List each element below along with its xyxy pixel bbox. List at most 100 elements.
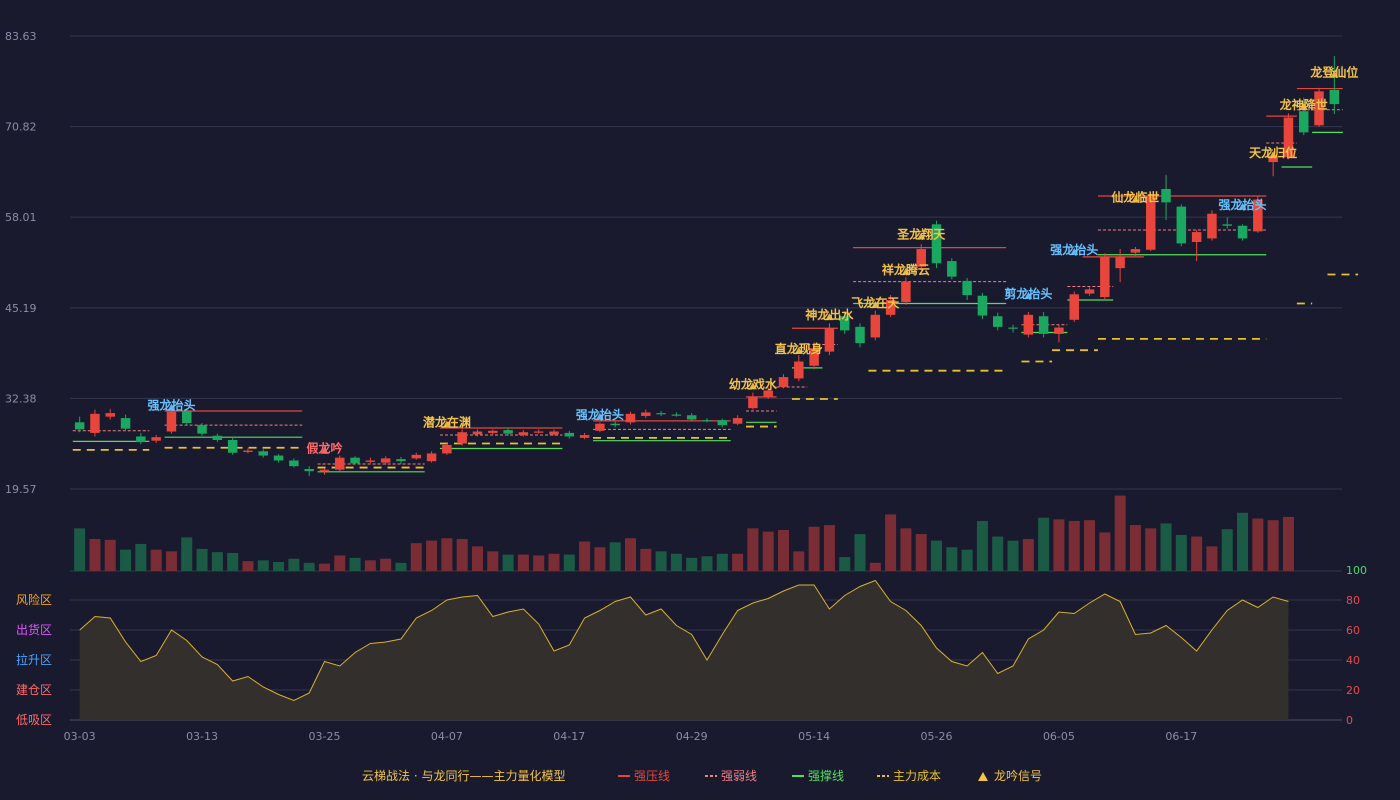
- signal-labels: 强龙抬头假龙吟潜龙在渊强龙抬头幼龙戏水直龙现身神龙出水飞龙在天祥龙腾云圣龙翔天剪…: [147, 65, 1358, 456]
- price-tick-label: 45.19: [5, 302, 37, 315]
- volume-bar: [517, 554, 529, 571]
- date-tick-label: 03-13: [186, 730, 218, 743]
- osc-tick-label: 20: [1346, 684, 1360, 697]
- volume-bar: [900, 528, 912, 571]
- volume-bar: [288, 558, 300, 571]
- candle-body: [1191, 232, 1202, 242]
- candle-body: [1176, 206, 1187, 244]
- volume-bar: [242, 561, 254, 571]
- candle-body: [641, 412, 651, 416]
- volume-bar: [104, 539, 116, 571]
- candle-body: [411, 454, 422, 459]
- osc-zone-label: 拉升区: [16, 652, 52, 667]
- candle-body: [243, 450, 253, 453]
- candle-body: [227, 439, 238, 453]
- volume-bar: [609, 542, 621, 571]
- price-tick-label: 83.63: [5, 30, 37, 43]
- signal-triangle: [1131, 195, 1140, 203]
- volume-bar: [1252, 518, 1264, 571]
- candle-body: [656, 413, 666, 415]
- volume-bar: [808, 526, 820, 571]
- volume-bar: [854, 534, 866, 571]
- candle-body: [1145, 196, 1156, 250]
- volume-bar: [976, 520, 988, 571]
- signal-label: 龙登仙位: [1310, 65, 1358, 80]
- osc-tick-label: 40: [1346, 654, 1360, 667]
- candle-body: [1054, 327, 1064, 334]
- volume-bar: [1099, 532, 1111, 571]
- signal-label: 祥龙腾云: [882, 262, 930, 277]
- volume-bar: [1282, 516, 1294, 571]
- signal-triangle: [748, 382, 757, 390]
- candle-body: [1299, 111, 1309, 133]
- candle-body: [1115, 256, 1125, 269]
- volume-bar: [1145, 528, 1157, 571]
- candle-body: [258, 451, 269, 456]
- candle-body: [442, 444, 452, 454]
- candle-body: [289, 460, 299, 467]
- volume-bar: [1068, 520, 1080, 571]
- candles: [74, 56, 1340, 477]
- volume-bar: [1129, 525, 1141, 571]
- volume-bar: [793, 551, 805, 571]
- candle-body: [1314, 91, 1324, 126]
- signal-label: 天龙归位: [1249, 145, 1297, 160]
- candle-body: [273, 455, 284, 461]
- candle-body: [1100, 256, 1110, 298]
- signal-triangle: [1070, 248, 1079, 256]
- legend-label: 龙吟信号: [994, 768, 1042, 783]
- candle-body: [824, 328, 835, 352]
- osc-tick-label: 0: [1346, 714, 1353, 727]
- legend-label: 强撑线: [808, 768, 844, 783]
- volume-bar: [1114, 495, 1126, 571]
- legend-label: 强弱线: [721, 769, 757, 783]
- signal-triangle: [825, 313, 834, 321]
- signal-label: 直龙现身: [775, 341, 823, 356]
- date-tick-label: 03-03: [64, 730, 96, 743]
- candle-body: [1207, 213, 1217, 239]
- volume-bar: [410, 543, 422, 571]
- candle-body: [610, 423, 620, 426]
- date-tick-label: 04-29: [676, 730, 708, 743]
- signal-triangle: [871, 301, 880, 309]
- candle-body: [151, 437, 161, 441]
- candle-body: [809, 348, 819, 366]
- osc-zone-label: 风险区: [16, 592, 52, 607]
- signal-triangle: [442, 420, 451, 428]
- volume-bar: [227, 552, 239, 571]
- volume-bar: [869, 562, 881, 571]
- volume-bar: [823, 525, 835, 571]
- signal-triangle: [1024, 291, 1033, 299]
- candle-body: [1130, 249, 1141, 253]
- candle-body: [380, 458, 391, 463]
- osc-tick-label: 80: [1346, 594, 1360, 607]
- level-lines: [72, 87, 1359, 473]
- date-tick-label: 03-25: [308, 730, 340, 743]
- volume-bar: [670, 553, 682, 571]
- candle-body: [136, 436, 146, 443]
- date-tick-label: 04-07: [431, 730, 463, 743]
- osc-tick-label: 100: [1346, 564, 1367, 577]
- candle-body: [579, 435, 590, 438]
- date-tick-label: 04-17: [553, 730, 585, 743]
- signal-label: 强龙抬头: [576, 407, 624, 422]
- osc-zone-label: 低吸区: [16, 713, 52, 727]
- candle-body: [1237, 225, 1248, 239]
- signal-triangle: [901, 267, 910, 275]
- volume-bar: [502, 554, 514, 571]
- oscillator-line: [79, 579, 1289, 702]
- oscillator-area: [79, 580, 1289, 720]
- candle-body: [962, 280, 972, 296]
- candle-body: [182, 411, 192, 424]
- volume-bar: [257, 560, 269, 571]
- volume-bar: [273, 561, 285, 571]
- volume-bar: [1175, 534, 1187, 571]
- oscillator: [79, 579, 1289, 720]
- signal-label: 潜龙在渊: [423, 415, 471, 430]
- candle-body: [686, 415, 697, 420]
- signal-label: 神龙出水: [805, 307, 854, 322]
- candle-body: [1329, 89, 1340, 105]
- volume-bar: [594, 547, 606, 571]
- legend-label: 主力成本: [893, 769, 941, 783]
